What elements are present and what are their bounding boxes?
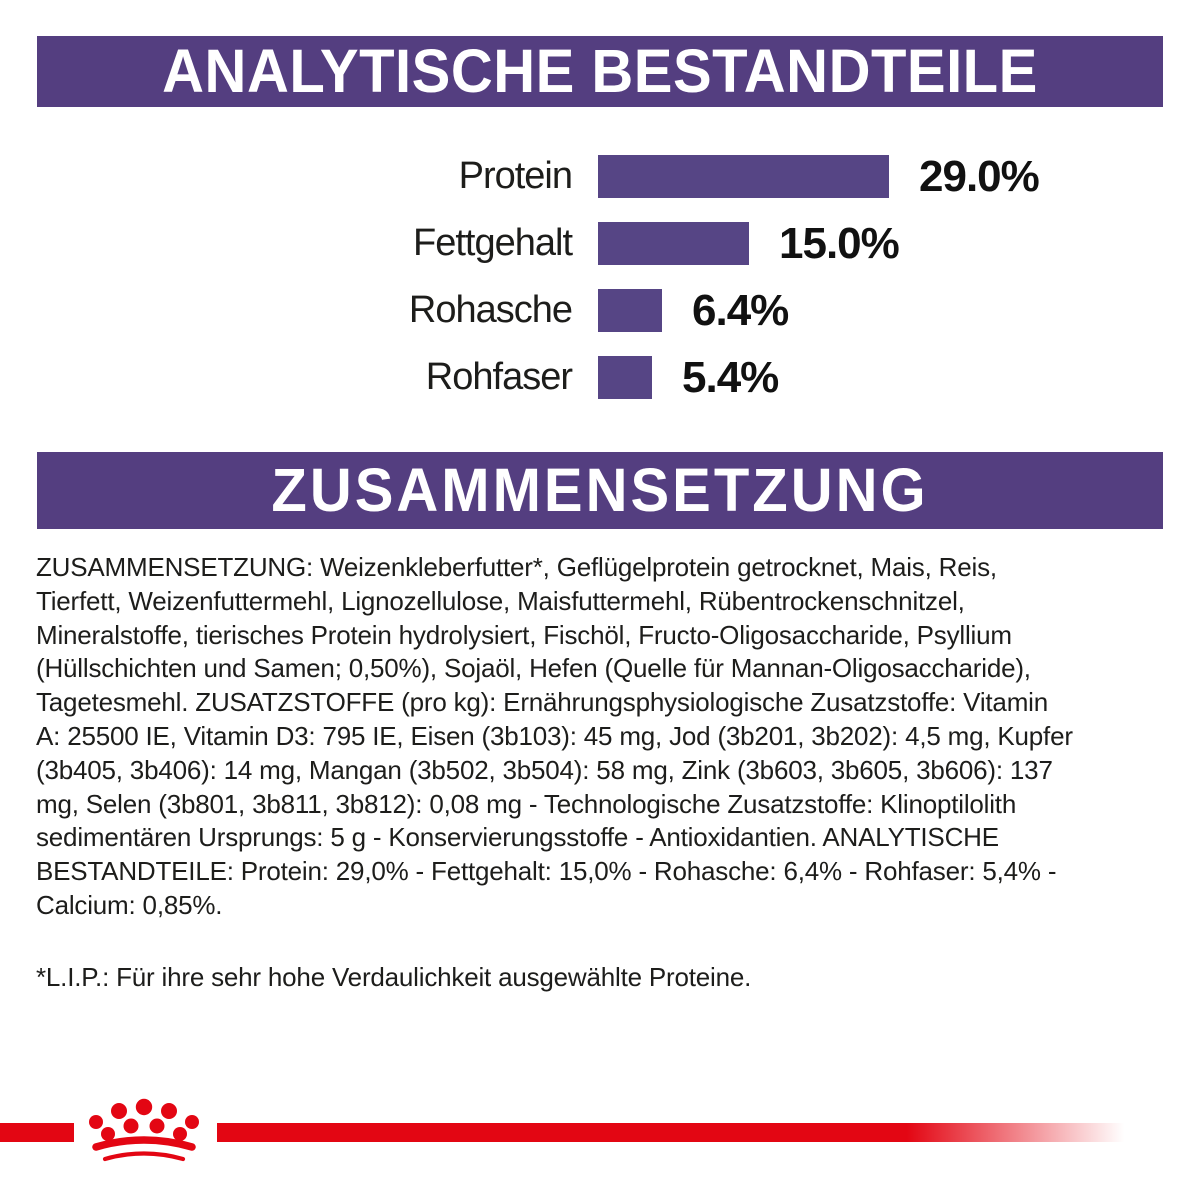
footer-red-line-left <box>0 1123 74 1142</box>
bar-value: 6.4% <box>692 285 789 335</box>
analytic-components-bar-chart: Protein 29.0% Fettgehalt 15.0% Rohasche … <box>0 0 1200 440</box>
bar-value: 5.4% <box>682 352 779 402</box>
bar-label: Rohasche <box>408 289 573 331</box>
analytic-components-title: ANALYTISCHE BESTANDTEILE <box>162 37 1038 106</box>
composition-line: (Hüllschichten und Samen; 0,50%), Sojaöl… <box>36 653 1031 684</box>
chart-row-rohfaser: Rohfaser 5.4% <box>0 353 1200 402</box>
analytic-components-banner: ANALYTISCHE BESTANDTEILE <box>37 36 1163 107</box>
bar-label: Fettgehalt <box>413 222 573 264</box>
composition-line: Mineralstoffe, tierisches Protein hydrol… <box>36 619 1012 650</box>
composition-title: ZUSAMMENSETZUNG <box>271 456 929 525</box>
lip-footnote: *L.I.P.: Für ihre sehr hohe Verdaulichke… <box>36 962 752 992</box>
bar-fettgehalt <box>598 222 749 265</box>
bar-label: Rohfaser <box>425 356 573 398</box>
composition-line: A: 25500 IE, Vitamin D3: 795 IE, Eisen (… <box>36 720 1073 751</box>
bar-label: Protein <box>458 155 573 197</box>
composition-line: BESTANDTEILE: Protein: 29,0% - Fettgehal… <box>36 856 1057 887</box>
bar-rohasche <box>598 289 662 332</box>
composition-line: Tagetesmehl. ZUSATZSTOFFE (pro kg): Ernä… <box>36 687 1048 718</box>
bar-value: 29.0% <box>919 151 1040 201</box>
composition-banner: ZUSAMMENSETZUNG <box>37 452 1163 529</box>
royal-canin-crown-icon <box>84 1097 205 1164</box>
composition-line: sedimentären Ursprungs: 5 g - Konservier… <box>36 822 999 853</box>
bar-value: 15.0% <box>779 218 900 268</box>
composition-text: ZUSAMMENSETZUNG: Weizenkleberfutter*, Ge… <box>36 551 1176 923</box>
bar-rohfaser <box>598 356 652 399</box>
chart-row-fettgehalt: Fettgehalt 15.0% <box>0 219 1200 268</box>
composition-line: ZUSAMMENSETZUNG: Weizenkleberfutter*, Ge… <box>36 552 997 582</box>
footer-red-line-right <box>217 1123 1162 1142</box>
composition-line: Tierfett, Weizenfuttermehl, Lignozellulo… <box>36 585 965 616</box>
chart-row-protein: Protein 29.0% <box>0 152 1200 201</box>
composition-line: (3b405, 3b406): 14 mg, Mangan (3b502, 3b… <box>36 754 1053 785</box>
composition-line: Calcium: 0,85%. <box>36 889 223 920</box>
bar-protein <box>598 155 889 198</box>
chart-row-rohasche: Rohasche 6.4% <box>0 286 1200 335</box>
composition-line: mg, Selen (3b801, 3b811, 3b812): 0,08 mg… <box>36 788 1017 819</box>
